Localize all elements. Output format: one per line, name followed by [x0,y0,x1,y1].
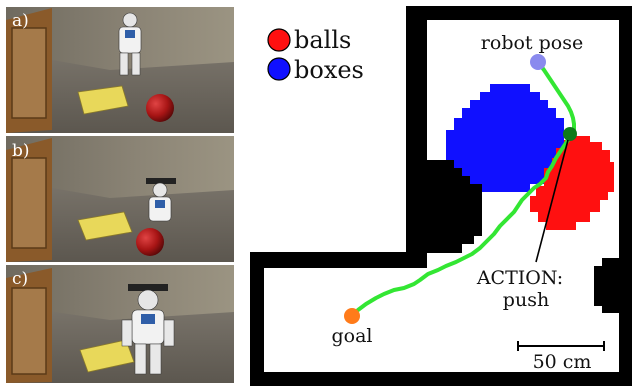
robot-figure-b [146,178,176,222]
photo-panel-b [6,136,234,262]
scale-bar [517,341,605,351]
robot-figure-c [121,284,175,375]
legend-balls-label: balls [294,26,351,54]
action-leader-line [535,139,569,263]
panel-label-b: b) [12,141,30,161]
box-figure-b [77,211,133,241]
boxes-region [446,84,564,192]
photo-panel-c [6,265,234,383]
legend-boxes-label: boxes [294,56,364,84]
photo-panel-a [6,7,234,133]
ball-figure-b [136,228,164,256]
map-obstacle-right [594,258,619,313]
legend-boxes-swatch [267,57,291,81]
robot-pose-label: robot pose [481,32,583,54]
occupancy-map [250,6,632,386]
goal-label: goal [331,325,372,347]
legend-balls-swatch [267,28,291,52]
action-point-marker [563,127,577,141]
action-value: push [503,289,549,311]
goal-marker [344,308,360,324]
legend: balls boxes [267,26,364,84]
robot-pose-marker [530,54,546,70]
panel-label-c: c) [12,269,28,289]
planned-path [352,60,576,316]
map-obstacle-left [427,160,482,253]
box-figure-c [79,339,135,373]
box-figure-a [77,85,129,115]
panel-label-a: a) [12,11,29,31]
scale-label: 50 cm [533,351,592,373]
action-label: ACTION: [476,267,563,289]
robot-figure-a [118,12,142,76]
ball-figure-a [146,94,174,122]
